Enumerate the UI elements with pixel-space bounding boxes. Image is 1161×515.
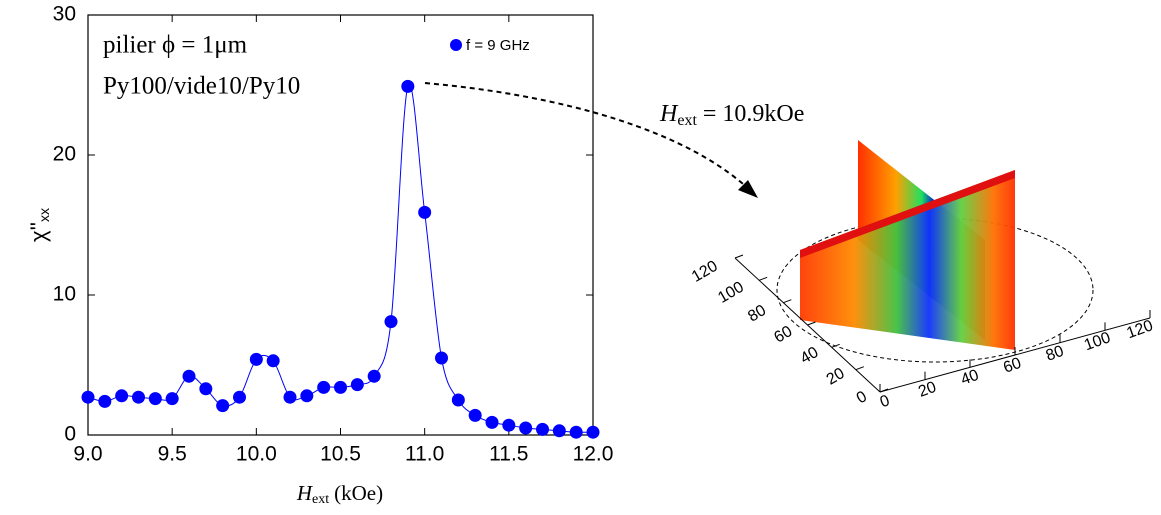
label-sub: xx [36, 208, 52, 222]
point [98, 394, 112, 408]
x-axis-label: Hext (kOe) [296, 481, 383, 507]
point [81, 390, 95, 404]
x-tick-label: 9.5 [158, 443, 187, 466]
label-symbol: H [296, 481, 314, 505]
inset-tick-label: 100 [1082, 329, 1113, 354]
inset-tick [879, 388, 889, 393]
x-tick-label: 12.0 [573, 443, 614, 466]
point [216, 399, 230, 413]
point [468, 408, 482, 422]
inset-tick-label: 40 [959, 367, 982, 389]
point [485, 415, 499, 429]
label-symbol: H [659, 101, 679, 127]
point [115, 389, 129, 403]
x-tick-label: 10.5 [320, 443, 361, 466]
inset-tick-label: 80 [1044, 343, 1067, 365]
point [233, 390, 246, 404]
point [266, 354, 280, 368]
inset-label: Hext = 10.9kOe [659, 101, 804, 129]
point [199, 382, 213, 396]
inset-tick-label: 60 [771, 323, 795, 347]
inset-tick [807, 321, 816, 326]
inset-tick-label: 0 [878, 392, 892, 411]
point [552, 424, 566, 438]
inset-tick [855, 366, 865, 371]
point [283, 390, 297, 404]
y-axis-label: χ''xx [26, 208, 52, 242]
arrow-head [738, 180, 758, 198]
point [536, 422, 549, 436]
annotation: pilier ϕ = 1μm [103, 32, 248, 59]
point [418, 205, 432, 219]
inset-tick-label: 20 [916, 379, 939, 401]
label-sub: ext [312, 492, 329, 507]
label-rest: (kOe) [334, 481, 383, 505]
point [401, 79, 415, 93]
fit-line [87, 83, 594, 433]
inset-tick-label: 20 [824, 365, 848, 389]
point [519, 421, 533, 435]
point [350, 378, 364, 392]
point [317, 380, 331, 394]
x-tick-label: 9.0 [73, 443, 102, 466]
inset-tick-label: 120 [1124, 317, 1155, 342]
point [367, 369, 381, 383]
label-symbol: χ'' [26, 222, 51, 242]
legend-marker [450, 39, 462, 51]
inset-tick-label: 60 [1001, 355, 1024, 377]
point [569, 425, 583, 439]
inset-tick-label: 80 [745, 302, 769, 326]
inset-tick [783, 299, 792, 304]
x-tick-label: 10.0 [236, 443, 277, 466]
point [165, 392, 179, 406]
inset-tick [758, 276, 768, 281]
y-tick-label: 30 [53, 3, 76, 26]
point [502, 418, 516, 432]
label-rest: = 10.9kOe [703, 101, 805, 127]
inset-tick [831, 343, 840, 348]
point [132, 390, 145, 404]
y-tick-label: 0 [64, 423, 76, 446]
point [300, 389, 314, 403]
point [182, 369, 196, 383]
point [384, 315, 398, 329]
point [451, 393, 465, 407]
point [586, 425, 600, 439]
point [435, 351, 448, 365]
point [334, 380, 347, 394]
label-sub: ext [677, 112, 697, 129]
inset-tick-label: 0 [854, 388, 870, 407]
inset-tick-label: 40 [798, 344, 822, 368]
inset-tick-label: 100 [715, 279, 747, 307]
y-tick-label: 10 [53, 283, 76, 306]
y-tick-label: 20 [53, 143, 76, 166]
x-tick-label: 11.5 [489, 443, 528, 466]
annotation: Py100/vide10/Py10 [103, 73, 300, 100]
point [148, 392, 162, 406]
arrow [424, 82, 756, 196]
inset-tick [734, 254, 744, 259]
legend-label: f = 9 GHz [466, 37, 530, 54]
point [249, 352, 263, 366]
inset-tick-label: 120 [689, 258, 721, 286]
x-tick-label: 11.0 [405, 443, 444, 466]
